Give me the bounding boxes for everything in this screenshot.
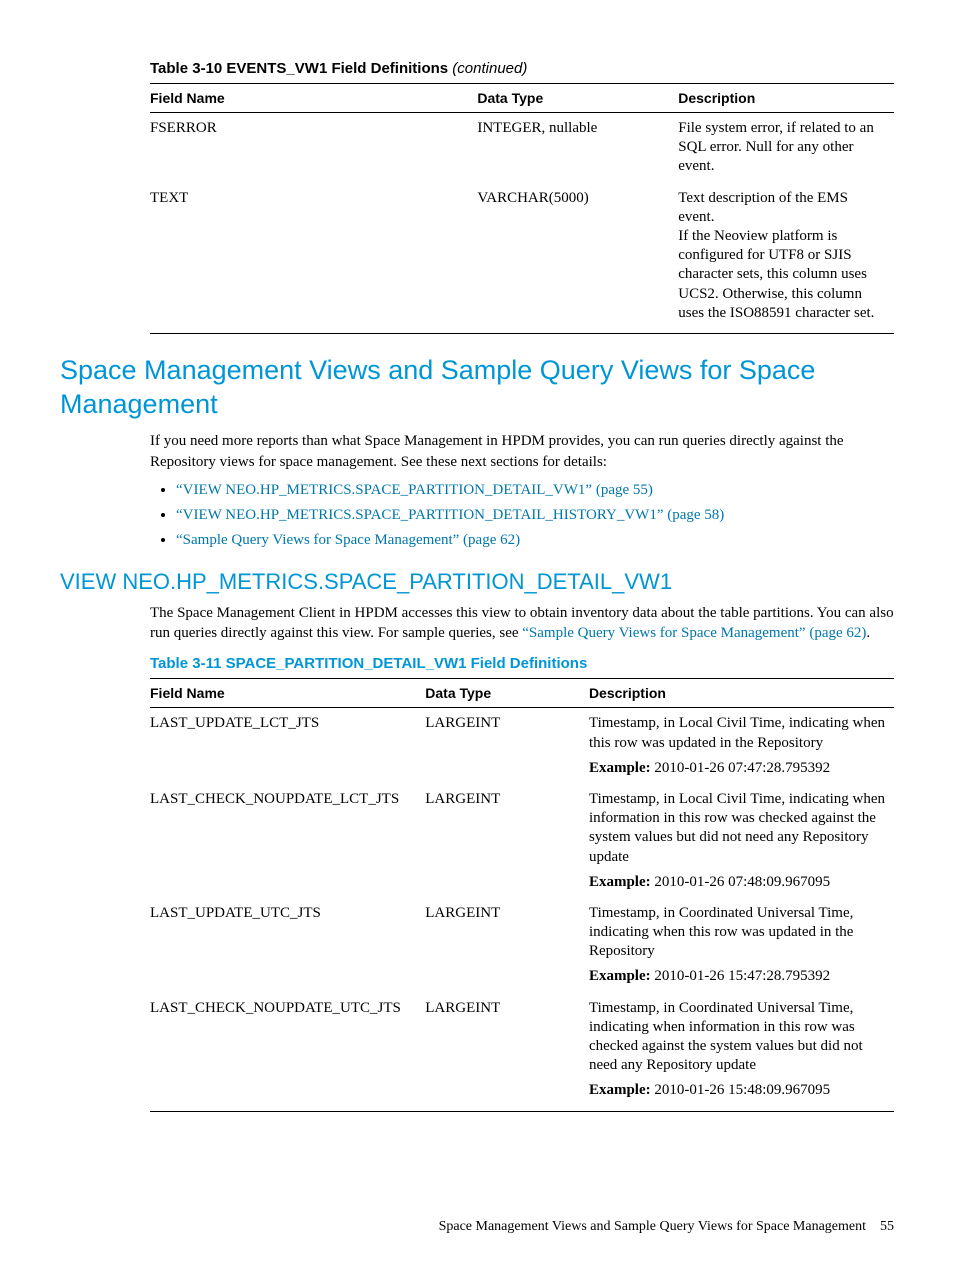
- example-value: 2010-01-26 15:48:09.967095: [654, 1082, 830, 1098]
- cell-desc: File system error, if related to an SQL …: [678, 113, 894, 183]
- cell-field: LAST_UPDATE_UTC_JTS: [150, 898, 425, 993]
- col-field-name: Field Name: [150, 679, 425, 708]
- col-description: Description: [589, 679, 894, 708]
- xref-link[interactable]: “VIEW NEO.HP_METRICS.SPACE_PARTITION_DET…: [176, 482, 653, 498]
- page-number: 55: [880, 1219, 894, 1234]
- cell-dtype: VARCHAR(5000): [477, 183, 678, 334]
- cell-field: LAST_CHECK_NOUPDATE_LCT_JTS: [150, 784, 425, 898]
- desc-line: If the Neoview platform is configured fo…: [678, 227, 886, 323]
- subsection-heading: VIEW NEO.HP_METRICS.SPACE_PARTITION_DETA…: [60, 569, 894, 595]
- cell-desc: Timestamp, in Coordinated Universal Time…: [589, 898, 894, 993]
- example-label: Example:: [589, 760, 654, 776]
- example-label: Example:: [589, 874, 654, 890]
- desc-text: Timestamp, in Local Civil Time, indicati…: [589, 714, 886, 752]
- caption-text: Table 3-10 EVENTS_VW1 Field Definitions: [150, 60, 452, 77]
- table-row: FSERROR INTEGER, nullable File system er…: [150, 113, 894, 183]
- section-links: “VIEW NEO.HP_METRICS.SPACE_PARTITION_DET…: [150, 480, 894, 551]
- cell-dtype: LARGEINT: [425, 784, 589, 898]
- desc-text: Timestamp, in Coordinated Universal Time…: [589, 904, 886, 962]
- col-field-name: Field Name: [150, 84, 477, 113]
- desc-text: Timestamp, in Local Civil Time, indicati…: [589, 790, 886, 867]
- example-value: 2010-01-26 15:47:28.795392: [654, 968, 830, 984]
- cell-desc: Text description of the EMS event.If the…: [678, 183, 894, 334]
- col-description: Description: [678, 84, 894, 113]
- table-row: LAST_UPDATE_LCT_JTSLARGEINTTimestamp, in…: [150, 708, 894, 784]
- cell-dtype: LARGEINT: [425, 708, 589, 784]
- subsection-intro: The Space Management Client in HPDM acce…: [150, 603, 894, 644]
- table-311-title: Table 3-11 SPACE_PARTITION_DETAIL_VW1 Fi…: [150, 655, 894, 672]
- list-item: “Sample Query Views for Space Management…: [176, 530, 894, 551]
- table-row: TEXT VARCHAR(5000) Text description of t…: [150, 183, 894, 334]
- list-item: “VIEW NEO.HP_METRICS.SPACE_PARTITION_DET…: [176, 480, 894, 501]
- desc-text: Timestamp, in Coordinated Universal Time…: [589, 999, 886, 1076]
- col-data-type: Data Type: [477, 84, 678, 113]
- page-footer: Space Management Views and Sample Query …: [439, 1219, 894, 1235]
- cell-desc: Timestamp, in Local Civil Time, indicati…: [589, 708, 894, 784]
- text-run: .: [866, 625, 870, 641]
- col-data-type: Data Type: [425, 679, 589, 708]
- cell-dtype: INTEGER, nullable: [477, 113, 678, 183]
- table-row: LAST_CHECK_NOUPDATE_UTC_JTSLARGEINTTimes…: [150, 993, 894, 1111]
- cell-field: TEXT: [150, 183, 477, 334]
- cell-dtype: LARGEINT: [425, 898, 589, 993]
- desc-example: Example: 2010-01-26 15:48:09.967095: [589, 1081, 886, 1100]
- example-value: 2010-01-26 07:48:09.967095: [654, 874, 830, 890]
- cell-field: LAST_CHECK_NOUPDATE_UTC_JTS: [150, 993, 425, 1111]
- cell-dtype: LARGEINT: [425, 993, 589, 1111]
- xref-link[interactable]: “Sample Query Views for Space Management…: [176, 532, 520, 548]
- cell-desc: Timestamp, in Coordinated Universal Time…: [589, 993, 894, 1111]
- desc-line: Text description of the EMS event.: [678, 189, 886, 227]
- list-item: “VIEW NEO.HP_METRICS.SPACE_PARTITION_DET…: [176, 505, 894, 526]
- section-intro: If you need more reports than what Space…: [150, 431, 894, 472]
- desc-example: Example: 2010-01-26 15:47:28.795392: [589, 967, 886, 986]
- xref-link[interactable]: “VIEW NEO.HP_METRICS.SPACE_PARTITION_DET…: [176, 507, 724, 523]
- table-row: LAST_CHECK_NOUPDATE_LCT_JTSLARGEINTTimes…: [150, 784, 894, 898]
- example-label: Example:: [589, 1082, 654, 1098]
- section-heading: Space Management Views and Sample Query …: [60, 354, 894, 422]
- table-310-caption: Table 3-10 EVENTS_VW1 Field Definitions …: [150, 60, 894, 77]
- table-310-body: FSERROR INTEGER, nullable File system er…: [150, 113, 894, 334]
- table-311-body: LAST_UPDATE_LCT_JTSLARGEINTTimestamp, in…: [150, 708, 894, 1111]
- cell-field: FSERROR: [150, 113, 477, 183]
- example-label: Example:: [589, 968, 654, 984]
- desc-example: Example: 2010-01-26 07:47:28.795392: [589, 759, 886, 778]
- footer-text: Space Management Views and Sample Query …: [439, 1219, 866, 1234]
- xref-link[interactable]: “Sample Query Views for Space Management…: [522, 625, 866, 641]
- cell-desc: Timestamp, in Local Civil Time, indicati…: [589, 784, 894, 898]
- table-row: LAST_UPDATE_UTC_JTSLARGEINTTimestamp, in…: [150, 898, 894, 993]
- cell-field: LAST_UPDATE_LCT_JTS: [150, 708, 425, 784]
- caption-continued: (continued): [452, 60, 527, 77]
- example-value: 2010-01-26 07:47:28.795392: [654, 760, 830, 776]
- desc-example: Example: 2010-01-26 07:48:09.967095: [589, 873, 886, 892]
- table-310: Field Name Data Type Description FSERROR…: [150, 83, 894, 334]
- table-311: Field Name Data Type Description LAST_UP…: [150, 678, 894, 1111]
